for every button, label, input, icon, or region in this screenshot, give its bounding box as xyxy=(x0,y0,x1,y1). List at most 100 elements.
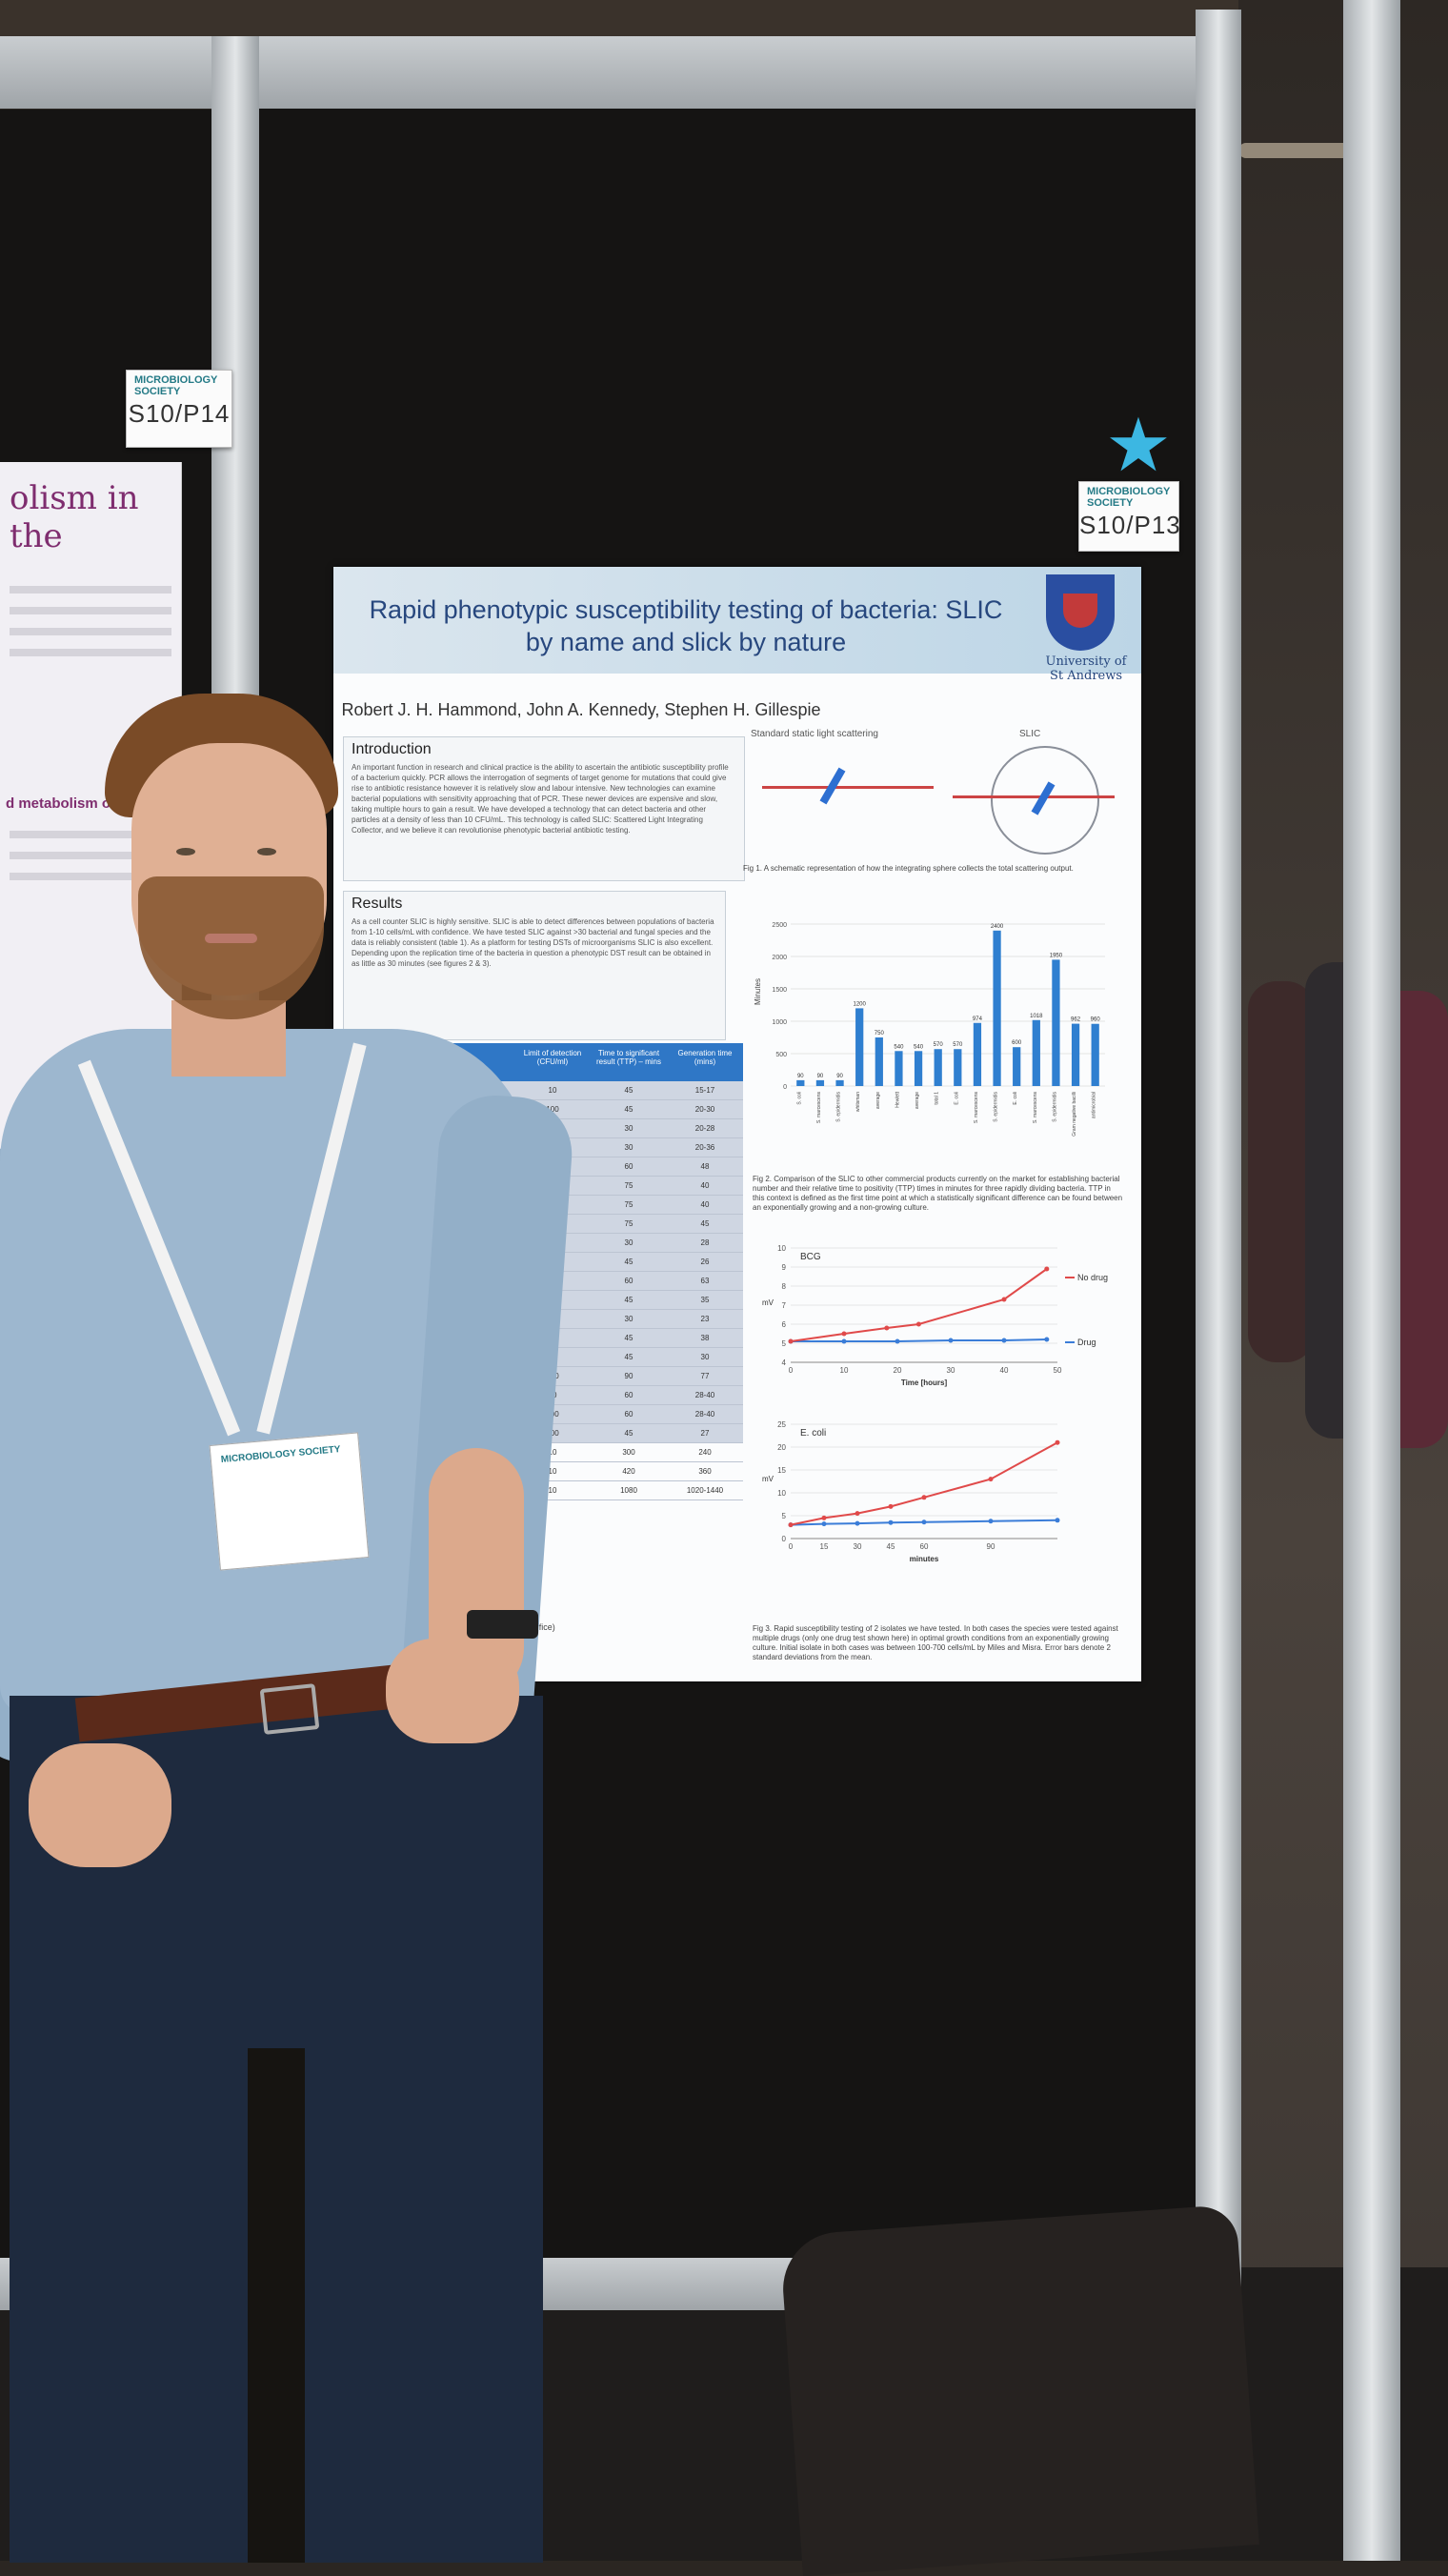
x-tick-label: 50 xyxy=(1054,1366,1062,1375)
person-beard xyxy=(138,876,324,1019)
bar xyxy=(815,1079,825,1086)
poster-number-tag-right: MICROBIOLOGY SOCIETY S10/P13 xyxy=(1078,481,1181,552)
table-cell: 240 xyxy=(698,1448,712,1457)
data-label: 750 xyxy=(875,1031,885,1036)
table-cell: 20-28 xyxy=(694,1124,715,1133)
category-label: S. coli xyxy=(796,1092,802,1105)
table-cell: 77 xyxy=(700,1372,710,1380)
table-cell: 90 xyxy=(624,1372,634,1380)
data-label: 1018 xyxy=(1030,1014,1043,1019)
table-cell: 300 xyxy=(622,1448,635,1457)
table-cell: 360 xyxy=(698,1467,712,1476)
poster-code: S10/P13 xyxy=(1079,511,1181,539)
column-header: Time to significant result (TTP) – mins xyxy=(595,1049,661,1066)
table-cell: 48 xyxy=(700,1162,710,1171)
laser-beam xyxy=(762,786,934,789)
data-point xyxy=(988,1477,994,1482)
x-tick-label: 60 xyxy=(920,1542,929,1551)
person-right-hand xyxy=(386,1639,519,1743)
chart-title: BCG xyxy=(800,1252,821,1262)
tick-label: 500 xyxy=(775,1052,787,1058)
category-label: whitsman xyxy=(855,1092,861,1112)
category-label: Hewlett xyxy=(895,1091,900,1107)
poster-header xyxy=(333,567,1141,674)
society-logo: MICROBIOLOGY SOCIETY xyxy=(1087,486,1171,509)
table-cell: 30 xyxy=(624,1143,634,1152)
introduction-text: An important function in research and cl… xyxy=(352,763,729,835)
data-label: 540 xyxy=(894,1044,904,1050)
x-tick-label: 90 xyxy=(987,1542,996,1551)
x-tick-label: 40 xyxy=(1000,1366,1009,1375)
wristwatch xyxy=(467,1610,538,1639)
data-point xyxy=(921,1495,927,1500)
conference-badge: MICROBIOLOGY SOCIETY xyxy=(209,1432,370,1571)
table-row: 10 1080 1020-1440 xyxy=(514,1481,743,1500)
tick-label: 2500 xyxy=(772,922,787,929)
data-point xyxy=(1044,1266,1050,1272)
x-tick-label: 30 xyxy=(947,1366,955,1375)
category-label: S. epidermidis xyxy=(1052,1092,1057,1122)
legend-label: Drug xyxy=(1077,1338,1096,1347)
table-cell: 75 xyxy=(624,1200,634,1209)
series-line xyxy=(790,1441,1058,1526)
chart-title: E. coli xyxy=(800,1428,826,1439)
data-label: 90 xyxy=(836,1074,843,1079)
table-cell: 1080 xyxy=(620,1486,637,1495)
table-cell: 45 xyxy=(624,1086,634,1095)
figure-1-caption: Fig 1. A schematic representation of how… xyxy=(743,864,1074,873)
attendee xyxy=(1248,981,1315,1362)
data-point xyxy=(1001,1297,1007,1302)
data-label: 90 xyxy=(797,1074,804,1079)
table-cell: 28 xyxy=(700,1238,710,1247)
hall-light xyxy=(1238,143,1372,158)
table-cell: 27 xyxy=(700,1429,710,1438)
table-cell: 30 xyxy=(624,1315,634,1323)
figure-2-caption: Fig 2. Comparison of the SLIC to other c… xyxy=(753,1175,1123,1212)
table-cell: 100 xyxy=(546,1429,559,1438)
data-point xyxy=(788,1338,794,1344)
person-left-hand xyxy=(29,1743,171,1867)
table-cell: 15-17 xyxy=(694,1086,715,1095)
y-tick-label: 5 xyxy=(782,1339,787,1348)
laser-beam xyxy=(953,795,1115,798)
table-cell: 75 xyxy=(624,1219,634,1228)
tick-label: 1000 xyxy=(772,1019,787,1026)
table-cell: 45 xyxy=(700,1219,710,1228)
table-cell: 75 xyxy=(624,1181,634,1190)
tick-label: 0 xyxy=(783,1084,787,1091)
bar xyxy=(1052,959,1060,1086)
series-line xyxy=(790,1268,1048,1342)
neighbouring-poster-title: olism in the xyxy=(10,479,139,555)
data-point xyxy=(841,1338,847,1344)
y-tick-label: 8 xyxy=(782,1282,787,1291)
bar xyxy=(875,1037,883,1086)
data-point xyxy=(884,1325,890,1331)
category-label: E. coli xyxy=(1013,1092,1018,1105)
table-cell: 30 xyxy=(624,1124,634,1133)
data-point xyxy=(888,1503,894,1509)
legend-label: No drug xyxy=(1077,1273,1108,1282)
category-label: antimicrobial xyxy=(1092,1092,1097,1118)
table-cell: 38 xyxy=(700,1334,710,1342)
y-tick-label: 10 xyxy=(777,1244,786,1253)
frame-post-middle xyxy=(1196,10,1241,2344)
y-axis-label: mV xyxy=(762,1475,774,1483)
category-label: S. marcescens xyxy=(1033,1092,1038,1124)
x-tick-label: 20 xyxy=(894,1366,902,1375)
data-point xyxy=(888,1519,894,1525)
data-point xyxy=(915,1321,921,1327)
x-tick-label: 0 xyxy=(789,1366,794,1375)
bar xyxy=(993,930,1001,1086)
table-cell: 40 xyxy=(700,1181,710,1190)
bar xyxy=(1091,1023,1099,1086)
x-tick-label: 45 xyxy=(887,1542,895,1551)
leg-gap xyxy=(248,2048,305,2563)
table-cell: 30 xyxy=(624,1238,634,1247)
introduction-heading: Introduction xyxy=(352,741,432,757)
data-point xyxy=(988,1519,994,1524)
y-axis-label: Minutes xyxy=(754,978,762,1005)
table-cell: 100 xyxy=(546,1105,559,1114)
data-label: 600 xyxy=(1012,1040,1022,1046)
data-label: 1200 xyxy=(854,1001,867,1007)
tick-label: 2000 xyxy=(772,955,787,961)
